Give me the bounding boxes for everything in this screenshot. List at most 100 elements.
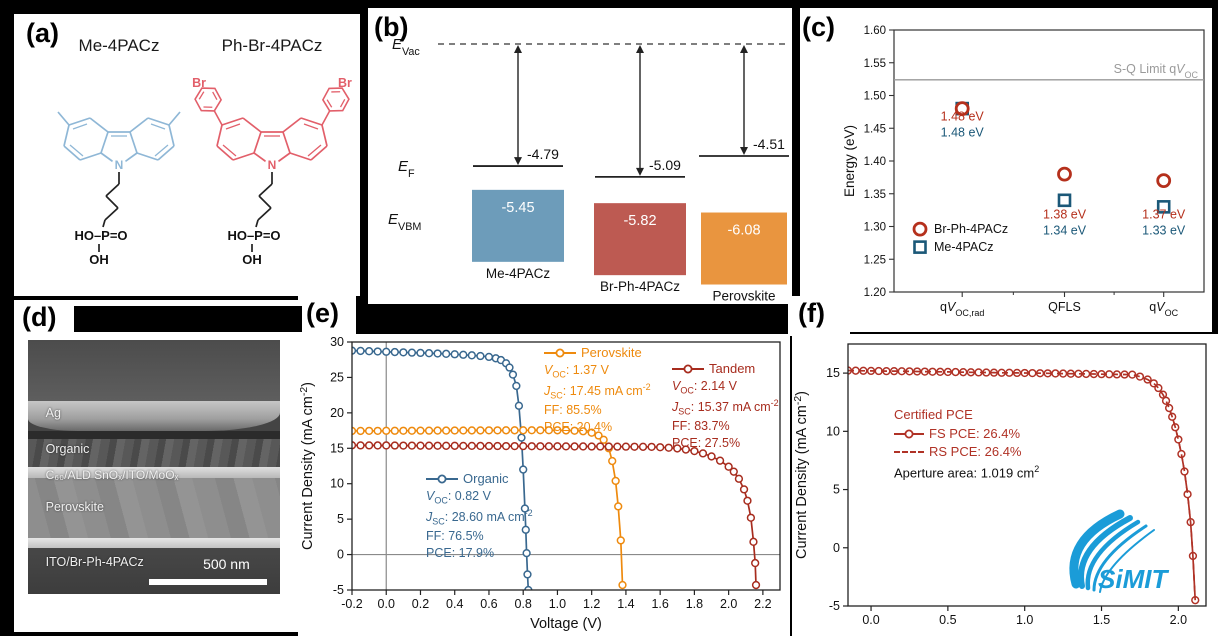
jv-chart-triple: -0.2 0.0 0.2 0.4 0.6 0.8 1.0 1.2 1.4 1.6 1.8 2.0 2.2… (299, 335, 781, 632)
svg-text:HO–P=O: HO–P=O (227, 228, 280, 243)
svg-text:-5: -5 (333, 583, 344, 597)
tandem-voc: VOC: 2.14 V (672, 378, 737, 396)
svg-text:1.30: 1.30 (864, 222, 886, 234)
svg-text:1.20: 1.20 (864, 287, 886, 299)
rs-pce-value: RS PCE: 26.4% (929, 443, 1022, 459)
sem-band-ag (28, 400, 280, 432)
svg-text:-5.82: -5.82 (623, 213, 656, 229)
svg-text:1.48 eV: 1.48 eV (941, 125, 985, 139)
panel-a-label: (a) (26, 18, 59, 48)
molecule-title-me4pacz: Me-4PACz (78, 36, 160, 55)
perovskite-ff: FF: 85.5% (544, 402, 602, 417)
legend-tandem-title: Tandem (709, 361, 756, 376)
svg-text:EVBM: EVBM (388, 211, 421, 233)
molecule-structure-me4pacz: N HO–P=O OH (57, 111, 181, 267)
panel-e-label-patch: (e) (298, 296, 356, 336)
panel-a: (a) Me-4PACz Ph-Br-4PACz N HO–P=O OH Br Br N… (14, 14, 360, 296)
svg-text:2.2: 2.2 (754, 597, 771, 611)
svg-text:N: N (115, 158, 124, 172)
qvoc-scatter-chart: 1.20 1.25 1.30 1.35 1.40 1.45 1.50 1.55 1.60 qVOC… (842, 25, 1205, 318)
sem-cross-section-image: Ag Organic C₆₀/ALD SnOₓ/ITO/MoOₓ Perovsk… (28, 340, 280, 594)
svg-text:Br: Br (192, 76, 206, 90)
svg-text:1.34 eV: 1.34 eV (1043, 224, 1087, 238)
legend-perovskite: Perovskite VOC: 1.37 V JSC: 17.45 mA cm-… (544, 344, 651, 436)
svg-text:0.2: 0.2 (412, 597, 429, 611)
svg-text:0: 0 (337, 548, 344, 562)
svg-text:1.37 eV: 1.37 eV (1142, 208, 1186, 222)
svg-text:10: 10 (330, 477, 344, 491)
dashed-line-marker-icon (894, 450, 924, 453)
svg-text:2.0: 2.0 (1170, 613, 1187, 627)
sem-band-top (28, 340, 280, 401)
svg-text:-5.09: -5.09 (649, 157, 681, 173)
scale-bar-label: 500 nm (203, 555, 250, 572)
perovskite-pce: PCE: 20.4% (544, 420, 613, 435)
panel-d: (d) Ag Organic C₆₀/ALD SnOₓ/ITO/MoOₓ Per… (14, 300, 306, 632)
svg-text:0.8: 0.8 (515, 597, 532, 611)
svg-text:HO–P=O: HO–P=O (74, 228, 127, 243)
svg-text:1.0: 1.0 (1016, 613, 1033, 627)
tandem-jsc: JSC: 15.37 mA cm-2 (672, 397, 779, 417)
svg-text:Me-4PACz: Me-4PACz (934, 240, 994, 254)
legend-organic: Organic VOC: 0.82 V JSC: 28.60 mA cm-2 F… (426, 470, 533, 562)
scale-bar (148, 579, 268, 586)
svg-text:-5.45: -5.45 (501, 200, 534, 216)
panel-c-label: (c) (802, 12, 835, 42)
energy-level-diagram: EVac EF EVBM -4.79 -5.45 Me-4PACz -5.09 -5.82 Br… (388, 36, 789, 304)
aperture-area: Aperture area: 1.019 cm2 (894, 463, 1040, 481)
legend-tandem: Tandem VOC: 2.14 V JSC: 15.37 mA cm-2 FF… (672, 360, 779, 452)
panel-f: 0.0 0.5 1.0 1.5 2.0 -5 0 5 10 15 Current Density (… (792, 334, 1218, 636)
svg-text:0.0: 0.0 (862, 613, 879, 627)
svg-text:1.2: 1.2 (583, 597, 600, 611)
panel-e: -0.2 0.0 0.2 0.4 0.6 0.8 1.0 1.2 1.4 1.6 1.8 2.0 2.2… (298, 334, 790, 636)
svg-text:qVOC,rad: qVOC,rad (940, 300, 984, 318)
svg-text:2.0: 2.0 (720, 597, 737, 611)
svg-text:25: 25 (330, 370, 344, 384)
fs-pce-value: FS PCE: 26.4% (929, 425, 1021, 441)
svg-text:1.60: 1.60 (864, 25, 886, 37)
svg-text:20: 20 (330, 406, 344, 420)
organic-jsc: JSC: 28.60 mA cm-2 (426, 507, 533, 527)
legend-organic-title: Organic (463, 471, 509, 486)
line-circle-marker-icon (426, 474, 458, 484)
svg-text:N: N (268, 158, 277, 172)
line-circle-marker-icon (544, 348, 576, 358)
sem-band-bottom (28, 548, 280, 594)
svg-text:OH: OH (89, 252, 109, 267)
svg-text:Energy (eV): Energy (eV) (842, 125, 857, 197)
svg-text:0.5: 0.5 (939, 613, 956, 627)
svg-text:1.8: 1.8 (686, 597, 703, 611)
legend-organic-header: Organic (426, 470, 533, 488)
line-circle-marker-icon (894, 429, 924, 439)
svg-text:1.38 eV: 1.38 eV (1043, 208, 1087, 222)
legend-tandem-header: Tandem (672, 360, 779, 378)
svg-text:-4.79: -4.79 (527, 146, 559, 162)
svg-text:15: 15 (330, 441, 344, 455)
svg-text:1.6: 1.6 (651, 597, 668, 611)
svg-text:Br-Ph-4PACz: Br-Ph-4PACz (934, 222, 1008, 236)
svg-text:1.50: 1.50 (864, 91, 886, 103)
svg-text:5: 5 (833, 483, 840, 497)
sem-label-c60-stack: C₆₀/ALD SnOₓ/ITO/MoOₓ (45, 468, 179, 483)
sem-label-ito: ITO/Br-Ph-4PACz (45, 554, 144, 569)
fs-pce-row: FS PCE: 26.4% (894, 425, 1039, 443)
panel-f-label-patch: (f) (788, 296, 850, 336)
svg-text:1.45: 1.45 (864, 123, 886, 135)
sem-label-ag: Ag (45, 406, 61, 421)
organic-ff: FF: 76.5% (426, 528, 484, 543)
sem-band-organic (28, 439, 280, 467)
svg-text:OH: OH (242, 252, 262, 267)
svg-text:Br-Ph-4PACz: Br-Ph-4PACz (600, 279, 680, 294)
legend-perovskite-header: Perovskite (544, 344, 651, 362)
svg-text:1.55: 1.55 (864, 58, 886, 70)
svg-text:-0.2: -0.2 (341, 597, 363, 611)
tandem-ff: FF: 83.7% (672, 418, 730, 433)
svg-text:1.35: 1.35 (864, 189, 886, 201)
svg-text:Current Density (mA cm-2): Current Density (mA cm-2) (793, 391, 811, 559)
svg-text:1.48 eV: 1.48 eV (941, 109, 985, 123)
svg-text:1.0: 1.0 (549, 597, 566, 611)
svg-text:0: 0 (833, 541, 840, 555)
svg-text:qVOC: qVOC (1149, 300, 1178, 318)
jv-chart-certified: 0.0 0.5 1.0 1.5 2.0 -5 0 5 10 15 Current Density (… (793, 343, 1207, 627)
